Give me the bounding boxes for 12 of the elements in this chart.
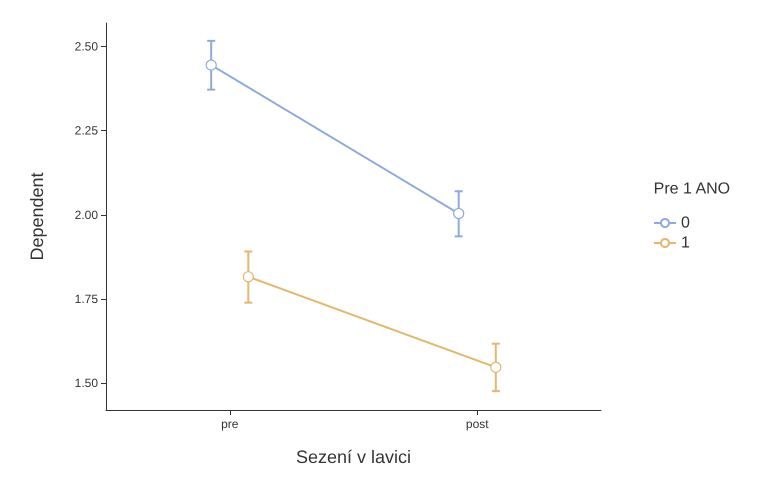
legend-label: 1 bbox=[681, 234, 690, 252]
x-tick-label: post bbox=[466, 417, 490, 431]
x-tick-label: pre bbox=[221, 417, 239, 431]
y-tick-label: 2.50 bbox=[74, 40, 98, 54]
legend-title: Pre 1 ANO bbox=[654, 180, 730, 198]
legend-label: 0 bbox=[681, 214, 690, 232]
y-tick-label: 2.00 bbox=[74, 208, 98, 222]
y-axis-title: Dependent bbox=[27, 172, 47, 261]
x-axis-title: Sezení v lavici bbox=[296, 447, 412, 467]
y-tick-label: 1.75 bbox=[74, 292, 98, 306]
y-tick-label: 2.25 bbox=[74, 124, 98, 138]
y-tick-label: 1.50 bbox=[74, 376, 98, 390]
